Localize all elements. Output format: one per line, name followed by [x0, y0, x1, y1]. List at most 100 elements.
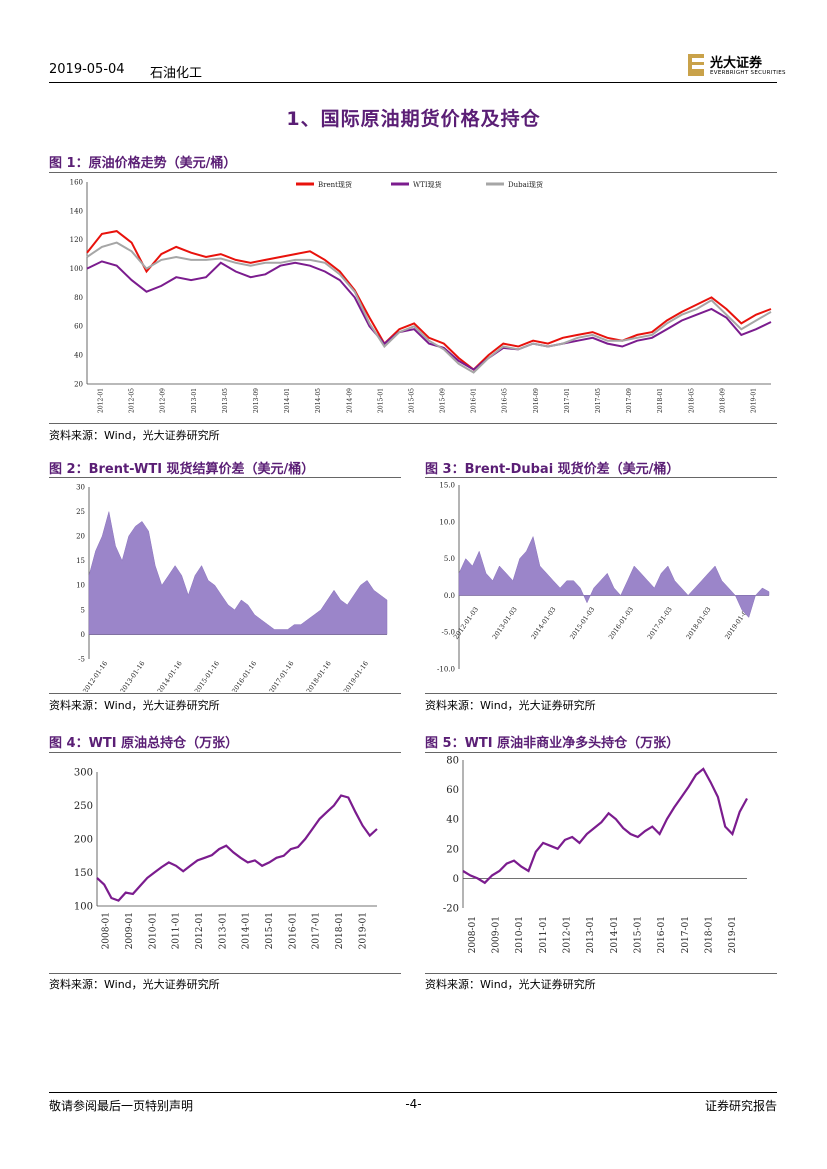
y-tick-label: 80 [74, 294, 83, 302]
brand-name-cn: 光大证券 [710, 56, 763, 71]
fig5-top-rule [425, 752, 777, 753]
series-line [462, 767, 748, 885]
fig2-bottom-rule [49, 693, 401, 694]
x-tick-label: 2016-01 [471, 388, 478, 413]
fig1-top-rule [49, 172, 777, 173]
y-tick-label: -20 [443, 904, 459, 915]
x-tick-label: 2015-01 [265, 912, 275, 949]
x-tick-label: 2018-01 [657, 388, 664, 413]
x-tick-label: 2019-01 [358, 912, 368, 949]
x-tick-label: 2016-01-16 [230, 660, 258, 692]
y-tick-label: 20 [76, 533, 85, 541]
x-tick-label: 2014-01 [242, 912, 252, 949]
x-tick-label: 2013-01 [586, 916, 596, 953]
y-tick-label: -5.0 [442, 629, 456, 637]
x-tick-label: 2014-01-03 [529, 606, 557, 641]
x-tick-label: 2009-01 [492, 916, 502, 953]
y-tick-label: 300 [74, 768, 93, 779]
x-tick-label: 2011-01 [539, 916, 549, 953]
y-tick-label: 40 [74, 352, 83, 360]
x-tick-label: 2015-01 [377, 388, 384, 413]
x-tick-label: 2013-05 [222, 388, 229, 413]
y-tick-label: 10 [76, 582, 85, 590]
y-tick-label: 160 [70, 178, 83, 186]
x-tick-label: 2017-09 [626, 388, 633, 413]
brand-name-en: EVERBRIGHT SECURITIES [710, 70, 786, 76]
x-tick-label: 2019-01-16 [342, 660, 370, 692]
y-tick-label: 15 [76, 557, 85, 565]
x-tick-label: 2018-01-16 [305, 660, 333, 692]
x-tick-label: 2012-01-03 [452, 606, 480, 641]
x-tick-label: 2012-01 [195, 912, 205, 949]
fig4-title: 图 4：WTI 原油总持仓（万张） [49, 736, 239, 751]
fig1-bottom-rule [49, 423, 777, 424]
x-tick-label: 2017-01-16 [267, 660, 295, 692]
x-tick-label: 2016-01-03 [607, 606, 635, 641]
legend-label: Brent现货 [318, 180, 352, 189]
y-tick-label: 5.0 [444, 555, 455, 563]
fig2-source: 资料来源：Wind，光大证券研究所 [49, 699, 220, 712]
footer-rule [49, 1092, 777, 1093]
x-tick-label: 2016-01 [657, 916, 667, 953]
y-tick-label: 20 [446, 844, 459, 855]
y-tick-label: 0 [453, 874, 459, 885]
series-line [86, 260, 772, 371]
x-tick-label: 2013-01-16 [118, 660, 146, 692]
y-tick-label: 120 [70, 236, 83, 244]
y-tick-label: 10.0 [439, 518, 455, 526]
fig3-top-rule [425, 477, 777, 478]
y-tick-label: 0.0 [444, 592, 455, 600]
x-tick-label: 2012-01 [563, 916, 573, 953]
fig2-top-rule [49, 477, 401, 478]
fig3-title: 图 3：Brent-Dubai 现货价差（美元/桶） [425, 462, 680, 477]
y-tick-label: 80 [446, 756, 459, 767]
x-tick-label: 2015-01-16 [193, 660, 221, 692]
y-tick-label: 25 [76, 508, 85, 516]
header-rule [49, 82, 777, 83]
x-tick-label: 2012-01-16 [81, 660, 109, 692]
x-tick-label: 2016-05 [502, 388, 509, 413]
x-tick-label: 2017-01-03 [646, 606, 674, 641]
y-tick-label: 20 [74, 380, 83, 388]
y-tick-label: 150 [74, 868, 93, 879]
section-title: 1、国际原油期货价格及持仓 [286, 108, 541, 130]
series-line [86, 241, 772, 374]
y-tick-label: 5 [81, 606, 85, 614]
x-tick-label: 2018-05 [688, 388, 695, 413]
x-tick-label: 2014-01 [610, 916, 620, 953]
y-tick-label: 0 [81, 631, 85, 639]
y-tick-label: 140 [70, 207, 83, 215]
page-number: -4- [405, 1097, 422, 1111]
x-tick-label: 2015-01-03 [568, 606, 596, 641]
x-tick-label: 2010-01 [148, 912, 158, 949]
x-tick-label: 2013-01-03 [491, 606, 519, 641]
x-tick-label: 2009-01 [125, 912, 135, 949]
legend-label: Dubai现货 [508, 180, 543, 189]
sector-name: 石油化工 [150, 66, 203, 81]
fig3-source: 资料来源：Wind，光大证券研究所 [425, 699, 596, 712]
brand-logo: 光大证券 EVERBRIGHT SECURITIES [686, 52, 786, 80]
series-line [86, 230, 772, 371]
x-tick-label: 2018-09 [719, 388, 726, 413]
y-tick-label: 100 [74, 902, 93, 913]
x-tick-label: 2015-01 [634, 916, 644, 953]
x-tick-label: 2012-01 [98, 388, 105, 413]
y-tick-label: 15.0 [439, 481, 455, 489]
fig3-chart: 15.0 10.0 5.0 0.0 -5.0 -10.0 2012-01-03 2013-01… [437, 481, 770, 673]
spread-area [458, 535, 770, 618]
y-tick-label: 30 [76, 483, 85, 491]
brand-logo-icon [688, 54, 704, 76]
x-tick-label: 2012-05 [129, 388, 136, 413]
fig1-title: 图 1：原油价格走势（美元/桶） [49, 156, 237, 171]
fig4-top-rule [49, 752, 401, 753]
x-tick-label: 2011-01 [172, 912, 182, 949]
fig5-chart: 80 60 40 20 0 -20 2008-01 2009-01 2010-01 2011-01… [443, 756, 748, 953]
x-tick-label: 2010-01 [515, 916, 525, 953]
x-tick-label: 2015-09 [440, 388, 447, 413]
fig3-bottom-rule [425, 693, 777, 694]
x-tick-label: 2012-09 [160, 388, 167, 413]
fig1-source: 资料来源：Wind，光大证券研究所 [49, 429, 220, 442]
legend-label: WTI现货 [413, 180, 442, 189]
y-tick-label: 40 [446, 815, 459, 826]
